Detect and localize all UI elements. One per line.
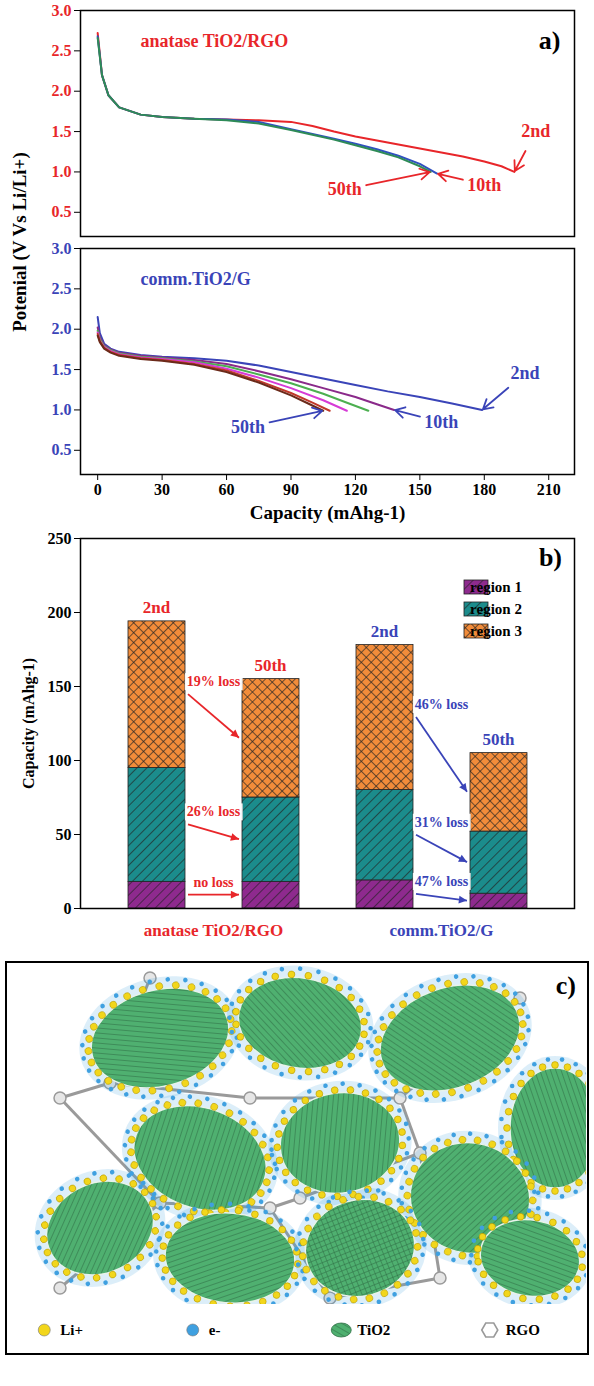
svg-text:47% loss: 47% loss	[415, 874, 469, 889]
svg-text:comm.TiO2/G: comm.TiO2/G	[141, 269, 251, 289]
svg-text:150: 150	[408, 481, 432, 498]
svg-text:TiO2: TiO2	[357, 1322, 390, 1338]
svg-text:150: 150	[48, 678, 72, 695]
svg-text:2.0: 2.0	[52, 82, 72, 99]
svg-text:90: 90	[283, 481, 299, 498]
svg-text:50th: 50th	[328, 179, 362, 199]
svg-text:a): a)	[539, 26, 561, 55]
svg-text:30: 30	[154, 481, 170, 498]
svg-text:2nd: 2nd	[143, 598, 171, 617]
svg-text:0: 0	[64, 900, 72, 917]
svg-text:26% loss: 26% loss	[187, 804, 241, 819]
svg-text:1.5: 1.5	[52, 123, 72, 140]
svg-text:2nd: 2nd	[371, 622, 399, 641]
svg-text:1.5: 1.5	[52, 361, 72, 378]
svg-text:200: 200	[48, 604, 72, 621]
svg-text:50th: 50th	[254, 656, 287, 675]
svg-text:e-: e-	[209, 1322, 221, 1338]
svg-text:1.0: 1.0	[52, 163, 72, 180]
svg-text:10th: 10th	[467, 175, 501, 195]
svg-text:b): b)	[539, 543, 562, 572]
svg-text:c): c)	[556, 971, 576, 1000]
svg-text:46% loss: 46% loss	[415, 697, 469, 712]
svg-text:Li+: Li+	[60, 1322, 83, 1338]
svg-text:2nd: 2nd	[521, 121, 550, 141]
svg-text:region 1: region 1	[470, 579, 522, 595]
svg-text:2nd: 2nd	[511, 363, 540, 383]
svg-text:1.0: 1.0	[52, 401, 72, 418]
svg-text:100: 100	[48, 752, 72, 769]
svg-text:50: 50	[56, 826, 72, 843]
svg-text:3.0: 3.0	[52, 2, 72, 19]
svg-text:Capacity (mAhg-1): Capacity (mAhg-1)	[20, 658, 38, 789]
svg-text:50th: 50th	[231, 417, 265, 437]
svg-text:2.0: 2.0	[52, 320, 72, 337]
svg-text:region 3: region 3	[470, 623, 522, 639]
svg-text:2.5: 2.5	[52, 280, 72, 297]
svg-text:Potenial (V Vs Li/Li+): Potenial (V Vs Li/Li+)	[9, 152, 31, 332]
svg-text:comm.TiO2/G: comm.TiO2/G	[389, 921, 493, 940]
svg-text:31% loss: 31% loss	[415, 815, 469, 830]
svg-text:60: 60	[219, 481, 235, 498]
svg-text:210: 210	[537, 481, 561, 498]
svg-text:50th: 50th	[482, 730, 515, 749]
svg-text:anatase TiO2/RGO: anatase TiO2/RGO	[144, 921, 284, 940]
svg-text:no loss: no loss	[193, 875, 234, 890]
svg-text:0: 0	[94, 481, 102, 498]
svg-text:10th: 10th	[424, 412, 458, 432]
svg-text:120: 120	[343, 481, 367, 498]
svg-text:Capacity (mAhg-1): Capacity (mAhg-1)	[250, 502, 406, 524]
svg-text:19% loss: 19% loss	[187, 674, 241, 689]
svg-text:anatase TiO2/RGO: anatase TiO2/RGO	[141, 31, 289, 51]
svg-text:2.5: 2.5	[52, 42, 72, 59]
svg-text:180: 180	[472, 481, 496, 498]
svg-text:RGO: RGO	[506, 1322, 540, 1338]
svg-text:0.5: 0.5	[52, 441, 72, 458]
svg-text:250: 250	[48, 530, 72, 547]
svg-text:3.0: 3.0	[52, 240, 72, 257]
svg-text:region 2: region 2	[470, 601, 522, 617]
svg-text:0.5: 0.5	[52, 203, 72, 220]
